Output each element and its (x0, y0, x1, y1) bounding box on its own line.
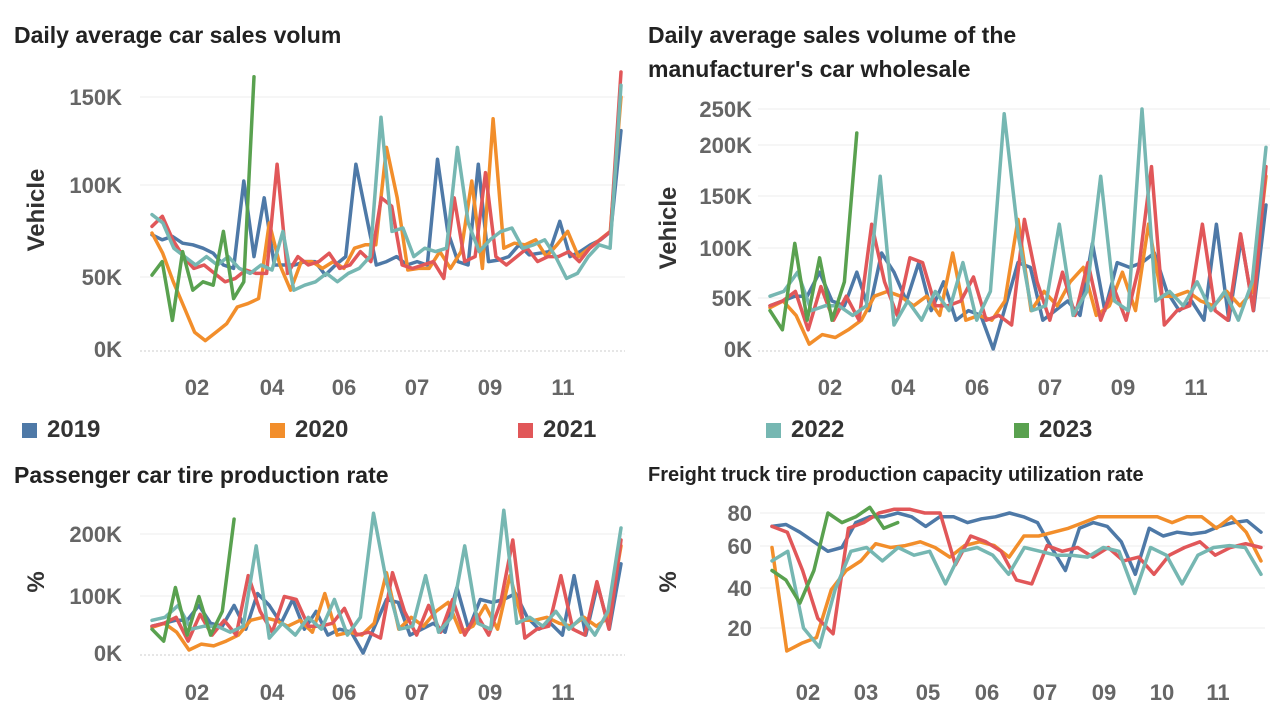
chart-3: 20 40 60 80% 02 03 05 06 07 09 10 11 (655, 501, 1265, 705)
y-tick-label: 100K (69, 584, 122, 609)
series-line-2021 (768, 164, 1268, 332)
chart-title-freight-tire: Freight truck tire production capacity u… (648, 464, 1144, 486)
y-tick-label: 0K (94, 337, 122, 362)
legend-swatch-2021 (518, 422, 533, 438)
legend-label-2021: 2021 (543, 416, 597, 443)
legend-item-2022[interactable]: 2022 (766, 416, 844, 444)
x-tick-label: 06 (332, 375, 356, 400)
y-tick-label: 20 (728, 616, 752, 641)
y-tick-label: 150K (69, 85, 122, 110)
legend-label-2020: 2020 (295, 416, 349, 443)
x-tick-label: 05 (916, 680, 940, 705)
y-tick-label: 60 (728, 534, 752, 559)
series-line-2022 (150, 508, 623, 640)
x-tick-label: 02 (796, 680, 820, 705)
series-line-2023 (150, 75, 256, 323)
series-line-2022 (770, 543, 1263, 649)
x-tick-label: 09 (1092, 680, 1116, 705)
x-tick-label: 07 (1033, 680, 1057, 705)
x-tick-label: 10 (1150, 680, 1174, 705)
series-line-2023 (150, 517, 236, 643)
chart-title-car-sales: Daily average car sales volum (14, 22, 342, 48)
x-tick-label: 02 (185, 680, 209, 705)
series-line-2021 (770, 507, 1263, 636)
series-line-2020 (150, 95, 623, 343)
legend-swatch-2020 (270, 422, 285, 438)
x-tick-label: 04 (891, 375, 916, 400)
x-tick-label: 07 (405, 375, 429, 400)
x-tick-label: 06 (332, 680, 356, 705)
legend-item-2021[interactable]: 2021 (518, 416, 596, 444)
y-tick-label: 40 (728, 576, 752, 601)
x-tick-label: 02 (185, 375, 209, 400)
y-axis-label: % (655, 571, 682, 592)
x-tick-label: 06 (965, 375, 989, 400)
legend-swatch-2019 (22, 422, 37, 438)
y-tick-label: 250K (699, 97, 752, 122)
legend-swatch-2023 (1014, 422, 1029, 438)
chart-2: 0K 100K 200K% 02 04 06 07 09 11 (23, 508, 625, 705)
x-tick-label: 04 (260, 680, 285, 705)
x-tick-label: 09 (478, 680, 502, 705)
series-line-2022 (150, 83, 623, 292)
y-tick-label: 50K (712, 286, 752, 311)
legend-swatch-2022 (766, 422, 781, 438)
chart-title-wholesale: Daily average sales volume of the manufa… (648, 22, 1017, 82)
y-tick-label: 100K (699, 236, 752, 261)
x-tick-label: 07 (405, 680, 429, 705)
y-tick-label: 200K (699, 133, 752, 158)
y-tick-label: 80 (728, 501, 752, 526)
legend-item-2020[interactable]: 2020 (270, 416, 348, 444)
y-tick-label: 150K (699, 184, 752, 209)
x-tick-label: 09 (478, 375, 502, 400)
y-tick-label: 50K (82, 265, 122, 290)
x-tick-label: 07 (1038, 375, 1062, 400)
x-tick-label: 11 (551, 680, 574, 705)
y-tick-label: 0K (724, 337, 752, 362)
x-tick-label: 03 (854, 680, 878, 705)
y-axis-label: Vehicle (655, 187, 682, 270)
series-line-2020 (770, 515, 1263, 653)
legend-label-2023: 2023 (1039, 416, 1093, 443)
legend-item-2019[interactable]: 2019 (22, 416, 100, 444)
x-tick-label: 11 (1184, 375, 1207, 400)
y-tick-label: 200K (69, 522, 122, 547)
y-axis-label: % (23, 571, 50, 592)
x-tick-label: 06 (975, 680, 999, 705)
chart-0: 0K 50K 100K 150K Vehicle 02 04 06 07 09 11 (23, 70, 625, 400)
x-tick-label: 11 (1206, 680, 1229, 705)
x-tick-label: 04 (260, 375, 285, 400)
y-tick-label: 100K (69, 173, 122, 198)
legend-label-2019: 2019 (47, 416, 101, 443)
x-tick-label: 11 (551, 375, 574, 400)
chart-title-passenger-tire: Passenger car tire production rate (14, 462, 389, 488)
series-line-2023 (768, 131, 859, 332)
y-axis-label: Vehicle (23, 169, 50, 252)
legend-label-2022: 2022 (791, 416, 845, 443)
x-tick-label: 02 (818, 375, 842, 400)
series-line-2023 (770, 505, 900, 605)
legend-item-2023[interactable]: 2023 (1014, 416, 1092, 444)
y-tick-label: 0K (94, 641, 122, 666)
x-tick-label: 09 (1111, 375, 1135, 400)
series-line-2022 (768, 107, 1268, 327)
chart-1: 0K 50K 100K 150K 200K 250K Vehicle 02 04 06 07 09 11 (655, 97, 1270, 400)
